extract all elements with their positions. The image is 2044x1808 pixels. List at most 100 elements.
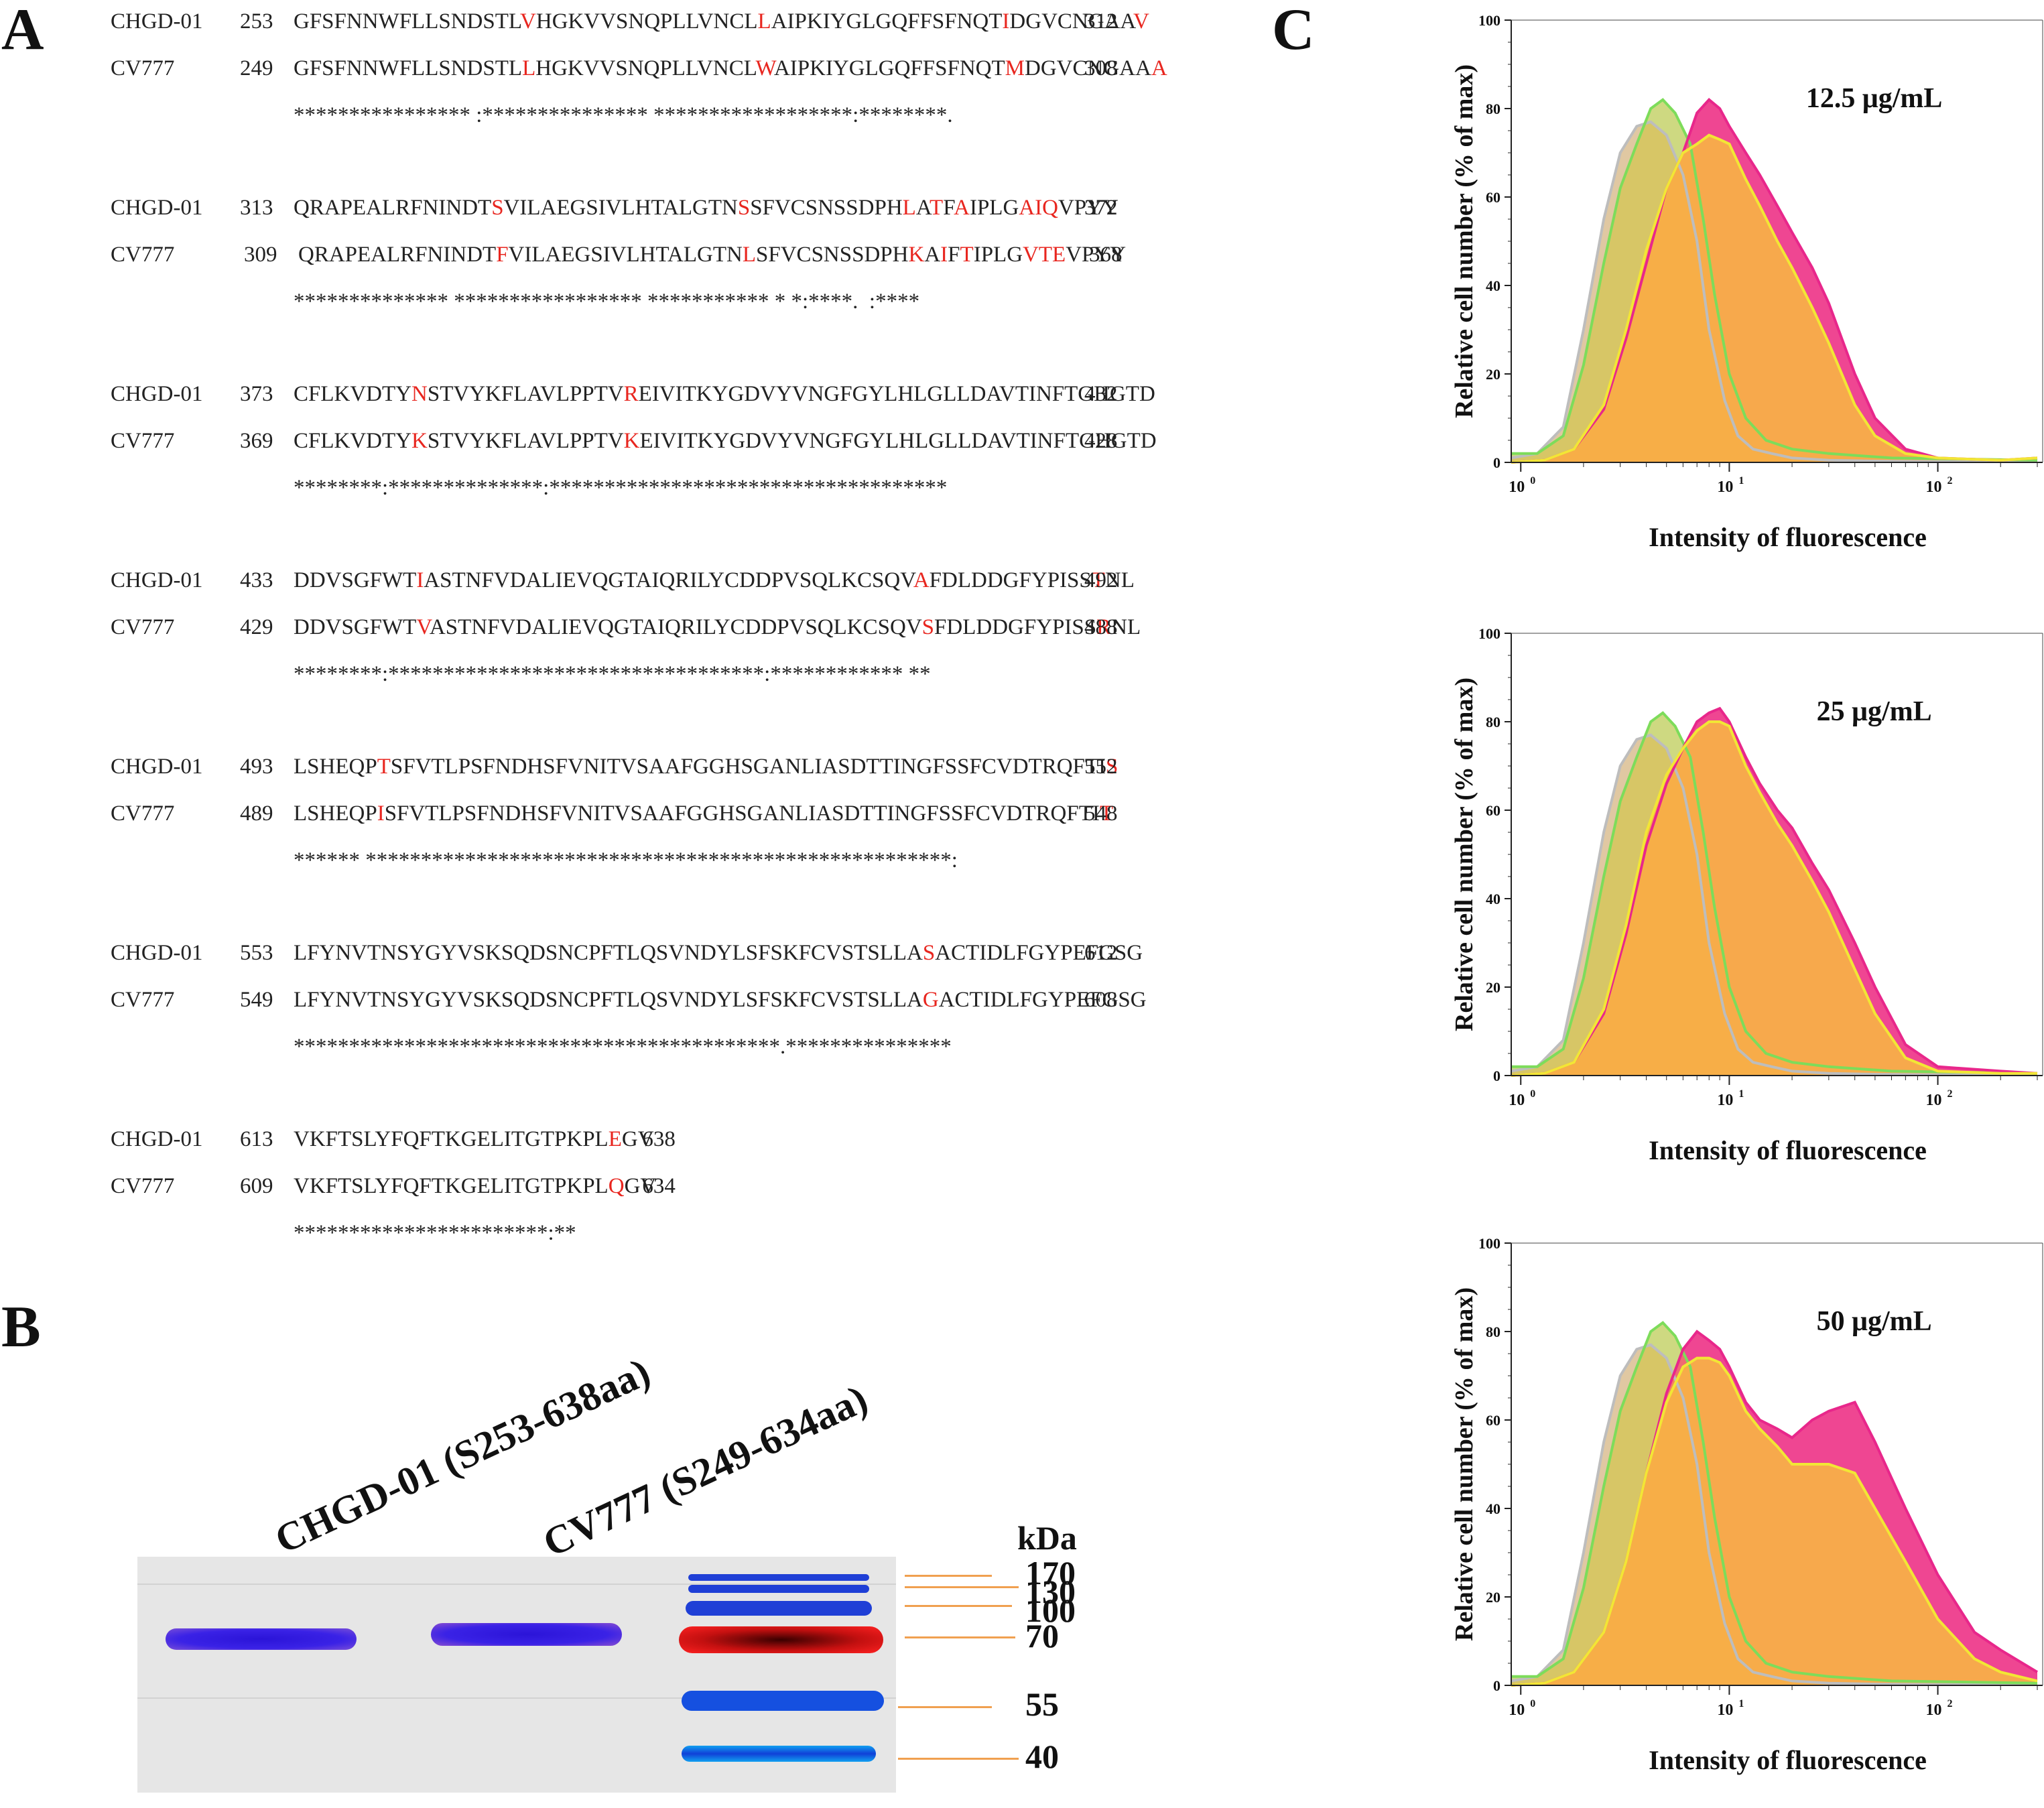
seq-end-position: 548 — [1084, 801, 1118, 826]
series-overlap-green — [1511, 99, 2037, 463]
variant-residue: V — [520, 9, 536, 34]
variant-residue: I — [377, 801, 385, 826]
residue-run: ASTNFVDALIEVQGTAIQRILYCDDPVSQLKCSQV — [429, 615, 922, 639]
y-tick-label: 40 — [1486, 891, 1500, 907]
x-tick-exponent: 2 — [1947, 1698, 1953, 1709]
seq-start-position: 489 — [240, 801, 273, 826]
series-line-green — [1511, 98, 2038, 462]
ladder-band-55 — [682, 1691, 884, 1711]
residue-run: AIPKIYGLGQFFSFNQT — [771, 9, 1003, 34]
residue-run: ASTNFVDALIEVQGTAIQRILYCDDPVSQLKCSQV — [424, 568, 913, 592]
variant-residue: T — [1099, 801, 1114, 826]
y-tick-label: 80 — [1486, 1323, 1500, 1340]
seq-start-position: 429 — [240, 615, 273, 639]
panel-b-label: B — [1, 1295, 41, 1360]
variant-residue: S — [737, 196, 751, 220]
residue-run: A — [924, 243, 941, 267]
seq-end-position: 372 — [1084, 196, 1118, 220]
x-tick-label: 10 — [1509, 1092, 1525, 1109]
x-axis-label: Intensity of fluorescence — [1649, 522, 1927, 552]
variant-residue: S — [1106, 755, 1119, 779]
ladder-band-100 — [686, 1601, 872, 1616]
x-tick-label: 10 — [1717, 478, 1733, 496]
seq-end-position: 552 — [1084, 755, 1118, 779]
seq-name: CV777 — [111, 1174, 175, 1198]
seq-start-position: 313 — [240, 196, 273, 220]
y-axis-label: Relative cell number (% of max) — [1450, 677, 1478, 1031]
residue-run: LFYNVTNSYGYVSKSQDSNCPFTLQSVNDYLSFSKFCVST… — [294, 988, 923, 1012]
ladder-band-170 — [688, 1574, 869, 1581]
panel-a-label: A — [1, 0, 44, 62]
seq-start-position: 433 — [240, 568, 273, 592]
x-tick-exponent: 2 — [1947, 475, 1953, 487]
consensus-line: ************** ***************** *******… — [294, 289, 920, 314]
residue-run: STVYKFLAVLPPTV — [427, 429, 624, 453]
chart-title: 50 μg/mL — [1817, 1306, 1932, 1337]
seq-name: CHGD-01 — [111, 9, 203, 34]
x-tick-label: 10 — [1509, 478, 1525, 496]
variant-residue: G — [922, 988, 939, 1012]
residue-run: HGKVVSNQPLLVNCL — [535, 9, 758, 34]
x-tick-label: 10 — [1509, 1701, 1525, 1719]
residue-run: A — [915, 196, 930, 220]
residue-run: FDLDDGFYPISS — [929, 568, 1092, 592]
seq-residues: QRAPEALRFNINDTSVILAEGSIVLHTALGTNSSFVCSNS… — [294, 196, 1119, 220]
variant-residue: L — [742, 243, 757, 267]
variant-residue: I — [1002, 9, 1010, 34]
series-line-magenta — [1511, 98, 2038, 464]
variant-residue: A — [1151, 56, 1167, 80]
y-tick-label: 40 — [1486, 1500, 1500, 1517]
variant-residue: E — [608, 1127, 622, 1151]
seq-residues: GFSFNNWFLLSNDSTLVHGKVVSNQPLLVNCLLAIPKIYG… — [294, 9, 1149, 34]
seq-start-position: 493 — [240, 755, 273, 779]
x-tick-label: 10 — [1926, 1701, 1942, 1719]
chart-title: 25 μg/mL — [1817, 696, 1932, 727]
seq-residues: DDVSGFWTIASTNFVDALIEVQGTAIQRILYCDDPVSQLK… — [294, 568, 1135, 593]
seq-name: CHGD-01 — [111, 755, 203, 779]
variant-residue: T — [960, 243, 974, 267]
residue-run: F — [943, 196, 954, 220]
residue-run: F — [948, 243, 960, 267]
series-overlap-green — [1511, 712, 2037, 1076]
consensus-line: ********:*******************************… — [294, 662, 931, 686]
marker-unit: kDa — [1017, 1519, 1077, 1557]
series-line-yellow — [1511, 1356, 2038, 1687]
series-fill-yellow — [1511, 135, 2037, 462]
variant-residue: R — [623, 382, 639, 406]
residue-run: ACTIDLFGYPEFGSG — [938, 988, 1147, 1012]
seq-residues: DDVSGFWTVASTNFVDALIEVQGTAIQRILYCDDPVSQLK… — [294, 615, 1141, 640]
seq-start-position: 249 — [240, 56, 273, 80]
y-axis-label: Relative cell number (% of max) — [1450, 64, 1478, 418]
residue-run: DGVCNGAA — [1025, 56, 1151, 80]
panel-c-label: C — [1272, 0, 1315, 62]
series-fill-yellow — [1511, 1358, 2037, 1685]
residue-run: QRAPEALRFNINDT — [298, 243, 497, 267]
residue-run: DDVSGFWT — [294, 568, 417, 592]
x-tick-exponent: 0 — [1530, 1698, 1535, 1709]
residue-run: LSHEQP — [294, 801, 377, 826]
marker-70: 70 — [1025, 1617, 1059, 1655]
seq-start-position: 253 — [240, 9, 273, 34]
variant-residue: L — [757, 9, 771, 34]
consensus-line: ***********************:** — [294, 1221, 576, 1245]
seq-name: CV777 — [111, 243, 175, 267]
seq-residues: LSHEQPISFVTLPSFNDHSFVNITVSAAFGGHSGANLIAS… — [294, 801, 1113, 826]
series-overlap-gray — [1511, 121, 2037, 463]
x-axis-label: Intensity of fluorescence — [1649, 1135, 1927, 1165]
seq-name: CHGD-01 — [111, 1127, 203, 1151]
variant-residue: L — [522, 56, 536, 80]
variant-residue: N — [411, 382, 428, 406]
series-overlap-green — [1511, 1322, 2037, 1685]
y-tick-label: 80 — [1486, 714, 1500, 730]
series-line-yellow — [1511, 133, 2038, 464]
variant-residue: F — [496, 243, 509, 267]
seq-name: CHGD-01 — [111, 196, 203, 220]
x-axis-label: Intensity of fluorescence — [1649, 1745, 1927, 1775]
variant-residue: T — [1091, 568, 1105, 592]
residue-run: VPYY — [1058, 196, 1119, 220]
seq-end-position: 638 — [642, 1127, 676, 1151]
consensus-line: ****** *********************************… — [294, 848, 958, 873]
residue-run: SFVCSNSSDPH — [756, 243, 909, 267]
y-tick-label: 60 — [1486, 1412, 1500, 1429]
